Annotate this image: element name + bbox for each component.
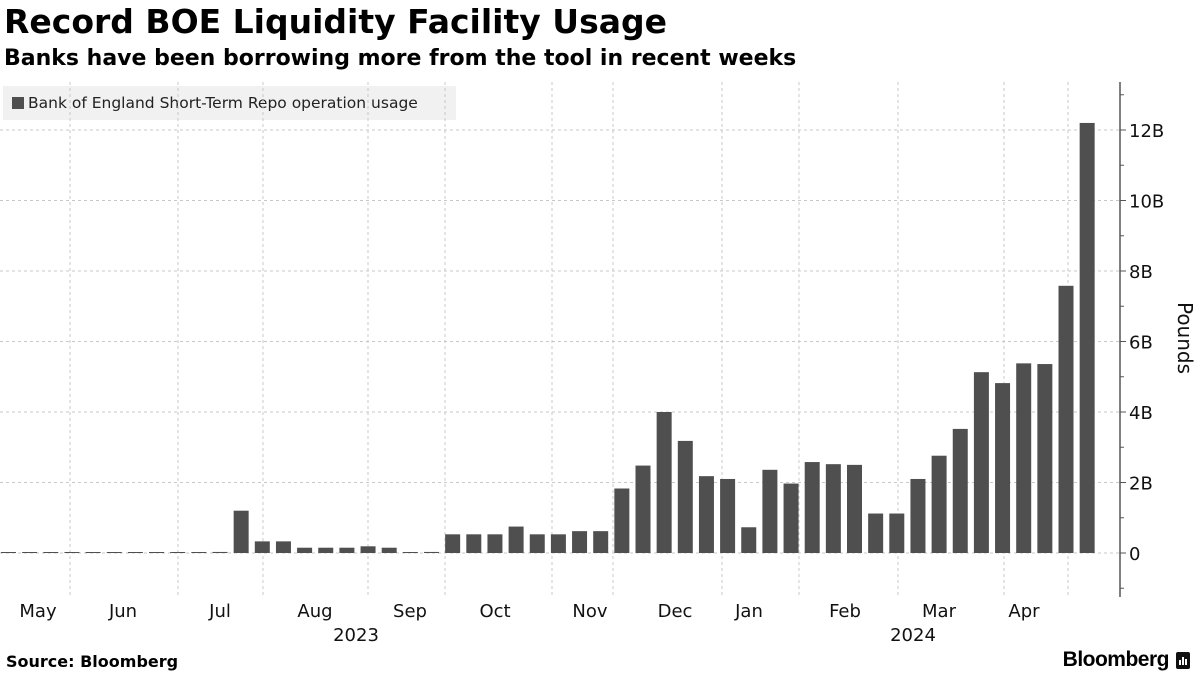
bar <box>804 462 820 553</box>
bar <box>466 534 482 553</box>
bar <box>741 527 757 553</box>
bar <box>170 552 186 553</box>
bar <box>339 547 355 553</box>
legend-label: Bank of England Short-Term Repo operatio… <box>28 94 418 112</box>
y-tick-label: 2B <box>1129 474 1153 495</box>
y-tick-label: 12B <box>1129 121 1164 142</box>
chart-subtitle: Banks have been borrowing more from the … <box>4 46 797 71</box>
bar <box>656 412 672 553</box>
y-tick-label: 6B <box>1129 333 1153 354</box>
bar <box>550 534 566 553</box>
y-axis-label: Pounds <box>1173 302 1197 374</box>
legend: Bank of England Short-Term Repo operatio… <box>3 86 456 120</box>
bar <box>149 552 165 553</box>
bar <box>825 464 841 553</box>
bar <box>297 547 313 553</box>
x-month-label: Nov <box>572 601 607 622</box>
x-month-label: Mar <box>922 601 957 622</box>
bar <box>360 546 376 553</box>
source-note: Source: Bloomberg <box>6 652 179 671</box>
y-tick-label: 0 <box>1129 544 1140 565</box>
x-year-label: 2024 <box>890 625 936 646</box>
bar <box>402 552 418 553</box>
bars <box>1 122 1095 553</box>
bar <box>1016 363 1032 553</box>
bar <box>1 552 16 553</box>
y-tick-label: 8B <box>1129 262 1153 283</box>
bar <box>889 513 905 553</box>
bar <box>64 552 80 553</box>
bar <box>847 464 862 553</box>
bar <box>85 552 101 553</box>
bar <box>973 372 989 553</box>
chart-title: Record BOE Liquidity Facility Usage <box>4 2 667 41</box>
bar <box>720 478 736 553</box>
bar <box>508 526 524 553</box>
y-tick-label: 10B <box>1129 192 1164 213</box>
x-month-label: Dec <box>658 601 693 622</box>
bar <box>593 531 609 553</box>
y-tick-label: 4B <box>1129 403 1153 424</box>
x-month-label: Aug <box>297 601 332 622</box>
bar <box>783 483 799 553</box>
bar <box>762 469 778 553</box>
bar <box>952 428 968 553</box>
bar <box>572 531 588 553</box>
bar <box>635 465 651 553</box>
x-month-label: Jul <box>208 601 231 622</box>
bar <box>275 541 291 553</box>
bar <box>931 455 947 553</box>
bar <box>233 510 249 553</box>
x-month-label: Apr <box>1008 601 1040 622</box>
bar <box>868 513 884 553</box>
bar <box>43 552 59 553</box>
bar <box>191 552 207 553</box>
y-axis: 0 2B 4B 6B 8B 10B 12B <box>1119 82 1164 597</box>
brand-name: Bloomberg <box>1062 648 1170 671</box>
bar <box>1079 122 1095 553</box>
bar <box>106 552 122 553</box>
bar <box>677 440 693 553</box>
bar <box>318 547 334 553</box>
bar <box>424 551 439 553</box>
bar <box>212 551 228 553</box>
x-axis-labels: May Jun Jul Aug Sep Oct Nov Dec Jan Feb Mar Apr 2023… <box>19 601 1040 646</box>
gridlines <box>0 82 1120 595</box>
bar <box>910 478 926 553</box>
bloomberg-chart-icon <box>1176 651 1190 669</box>
bar <box>487 534 503 553</box>
bar <box>22 552 38 553</box>
brand-logo: Bloomberg <box>1063 648 1190 672</box>
legend-swatch <box>12 97 24 109</box>
x-month-label: Jun <box>108 601 137 622</box>
bar <box>127 552 143 553</box>
bar <box>529 534 545 553</box>
x-year-label: 2023 <box>333 625 379 646</box>
bar <box>1037 364 1053 553</box>
bar <box>445 534 461 553</box>
x-month-label: Sep <box>393 601 427 622</box>
x-month-label: Jan <box>734 601 763 622</box>
bar <box>1058 285 1074 553</box>
x-month-label: Feb <box>829 601 861 622</box>
bar <box>254 541 270 553</box>
bar <box>995 383 1011 553</box>
x-month-label: May <box>19 601 57 622</box>
bar <box>614 488 630 553</box>
bar <box>698 476 714 553</box>
bar <box>381 547 397 553</box>
x-month-label: Oct <box>479 601 510 622</box>
